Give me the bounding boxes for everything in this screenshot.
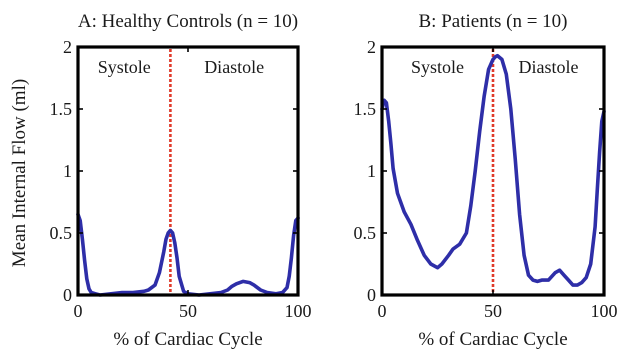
x-tick-label: 0 [74,301,83,321]
x-tick-label: 50 [484,301,502,321]
y-tick-label: 1.5 [354,99,377,119]
region-label-systole: Systole [98,57,151,77]
y-tick-label: 2 [367,37,376,57]
y-tick-label: 0.5 [50,223,73,243]
x-axis-label: % of Cardiac Cycle [418,329,567,350]
y-tick-label: 0 [367,285,376,305]
panel-a: A: Healthy Controls (n = 10) Systole Diast… [50,11,312,321]
region-label-systole: Systole [411,57,464,77]
x-tick-label: 0 [378,301,387,321]
y-tick-label: 1 [367,161,376,181]
series-line [76,212,300,297]
plot-frame [76,45,300,297]
panel-b: B: Patients (n = 10) Systole Diastole 0 0.5 1… [354,11,618,321]
x-tick-label: 100 [591,301,618,321]
panel-title: A: Healthy Controls (n = 10) [78,11,298,32]
x-axis-label: % of Cardiac Cycle [113,329,262,350]
x-tick-label: 50 [179,301,197,321]
panel-title: B: Patients (n = 10) [419,11,568,32]
y-axis-label: Mean Internal Flow (ml) [9,79,30,267]
y-tick-label: 0 [63,285,72,305]
x-tick-label: 100 [285,301,312,321]
y-tick-label: 2 [63,37,72,57]
region-label-diastole: Diastole [204,57,264,77]
plot-frame [380,45,606,297]
series-line [380,53,606,287]
region-label-diastole: Diastole [519,57,579,77]
y-tick-label: 1.5 [50,99,73,119]
y-tick-label: 1 [63,161,72,181]
y-tick-label: 0.5 [354,223,377,243]
